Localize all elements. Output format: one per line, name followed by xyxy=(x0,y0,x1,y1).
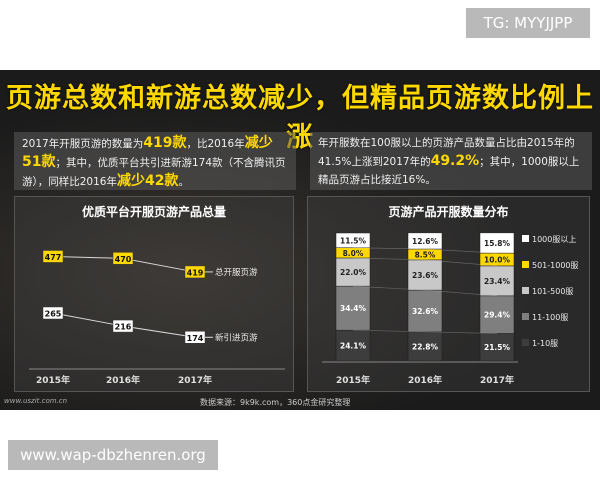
bar-segment-2-1 xyxy=(407,259,443,291)
legend-swatch-3 xyxy=(522,313,529,320)
info-left-text-2: ，比2016年 xyxy=(186,138,245,150)
x-tick-label: 2016年 xyxy=(106,374,140,386)
bar-segment-4-1 xyxy=(407,232,443,250)
data-point-0-1 xyxy=(112,252,134,265)
bar-value-1-1: 32.6% xyxy=(412,307,439,316)
legend-label-0: 1000服以上 xyxy=(532,235,576,244)
bar-segment-1-1 xyxy=(407,289,443,333)
info-right-value-1: 49.2% xyxy=(430,153,480,169)
bar-value-0-1: 22.8% xyxy=(412,342,439,351)
segment-connector-3 xyxy=(352,247,498,254)
info-box-right: 年开服数在100服以上的页游产品数量占比由2015年的41.5%上涨到2017年… xyxy=(310,132,592,190)
x-tick-label: 2016年 xyxy=(408,374,442,386)
infographic-panel: 页游总数和新游总数减少，但精品页游数比例上涨 2017年开服页游的数量为419款… xyxy=(0,70,600,410)
info-left-value-2: 减少 xyxy=(244,135,273,151)
bar-chart-title: 页游产品开服数量分布 xyxy=(388,205,509,219)
bar-value-1-2: 29.4% xyxy=(484,311,511,320)
bar-value-0-2: 21.5% xyxy=(484,343,511,352)
stacked-bar-chart: 24.1% 34.4% 22.0% 8.0% 11.5% 2015年 22.8% 32.6% 2… xyxy=(322,232,579,386)
bar-value-3-0: 8.0% xyxy=(343,249,364,258)
info-left-value-1: 419款 xyxy=(143,135,187,151)
x-tick-label: 2017年 xyxy=(480,374,514,386)
info-left-text-1: 2017年开服页游的数量为 xyxy=(22,138,144,150)
bar-segment-0-1 xyxy=(407,331,443,362)
bar-segment-4-0 xyxy=(335,232,371,248)
bar-value-1-0: 34.4% xyxy=(340,304,367,313)
bar-value-2-2: 23.4% xyxy=(484,277,511,286)
data-source: 数据来源：9k9k.com，360点金研究整理 xyxy=(200,398,351,407)
bar-segment-4-2 xyxy=(479,232,515,254)
line-chart-box: 优质平台开服页游产品总量 477 470 419 总开服页游 265 216 174 新引进页… xyxy=(14,196,294,392)
data-point-1-0 xyxy=(42,306,64,320)
info-right-text-2: ；其中，1000服以上精品页游占比接近16%。 xyxy=(318,156,580,186)
data-label-1-2: 174 xyxy=(187,334,204,343)
bar-segment-2-0 xyxy=(335,257,371,287)
bar-segment-1-0 xyxy=(335,285,371,331)
data-point-1-1 xyxy=(112,319,134,333)
series-label-1: 新引进页游 xyxy=(215,332,258,343)
x-tick-label: 2015年 xyxy=(336,374,370,386)
bar-segment-0-0 xyxy=(335,329,371,362)
info-box-left: 2017年开服页游的数量为419款，比2016年减少 51款；其中，优质平台共引进… xyxy=(14,132,296,190)
data-label-0-0: 477 xyxy=(45,253,62,262)
data-label-1-1: 216 xyxy=(115,323,132,332)
x-tick-label: 2017年 xyxy=(178,374,212,386)
legend-label-1: 501-1000服 xyxy=(532,261,579,270)
tg-watermark: TG: MYYJJPP xyxy=(466,8,590,38)
data-point-0-0 xyxy=(42,250,64,263)
info-left-value-3: 51款 xyxy=(22,154,56,170)
bar-value-4-1: 12.6% xyxy=(412,237,439,246)
legend-label-3: 11-100服 xyxy=(532,313,568,322)
data-label-1-0: 265 xyxy=(45,310,62,319)
legend-swatch-1 xyxy=(522,261,529,268)
site-watermark: www.wap-dbzhenren.org xyxy=(8,440,218,470)
bar-value-2-1: 23.6% xyxy=(412,271,439,280)
info-left-text-3: ；其中，优质平台共引进新游174款（不含腾讯页游），同样比2016年 xyxy=(22,157,286,188)
bar-value-0-0: 24.1% xyxy=(340,342,367,351)
bar-value-3-1: 8.5% xyxy=(415,250,436,259)
line-chart-title: 优质平台开服页游产品总量 xyxy=(81,205,226,219)
line-chart: 477 470 419 总开服页游 265 216 174 新引进页游 2015年 2016年 20… xyxy=(29,250,285,386)
legend-swatch-0 xyxy=(522,235,529,242)
bar-segment-2-2 xyxy=(479,265,515,297)
site-url: www.uszit.com.cn xyxy=(4,397,68,405)
info-left-text-4: 。 xyxy=(178,176,189,188)
data-label-0-2: 419 xyxy=(187,268,204,277)
main-title: 页游总数和新游总数减少，但精品页游数比例上涨 xyxy=(6,83,594,153)
segment-connector-2 xyxy=(352,257,498,267)
legend-label-4: 1-10服 xyxy=(532,339,558,348)
segment-connector-0 xyxy=(352,329,498,334)
legend-swatch-4 xyxy=(522,339,529,346)
bar-value-2-0: 22.0% xyxy=(340,268,367,277)
bar-segment-1-2 xyxy=(479,295,515,334)
legend-label-2: 101-500服 xyxy=(532,287,573,296)
info-left-value-4: 减少42款 xyxy=(116,173,179,189)
stacked-bar-chart-box: 页游产品开服数量分布 24.1% 34.4% 22.0% 8.0% 11.5% 2015年… xyxy=(307,196,590,392)
series-label-0: 总开服页游 xyxy=(215,267,258,278)
legend-swatch-2 xyxy=(522,287,529,294)
bar-segment-0-2 xyxy=(479,333,515,362)
x-tick-label: 2015年 xyxy=(36,374,70,386)
data-label-0-1: 470 xyxy=(115,255,132,264)
bar-value-4-2: 15.8% xyxy=(484,239,511,248)
segment-connector-1 xyxy=(352,285,498,297)
bar-value-4-0: 11.5% xyxy=(340,236,367,245)
bar-value-3-2: 10.0% xyxy=(484,255,511,264)
info-right-text-1: 年开服数在100服以上的页游产品数量占比由2015年的41.5%上涨到2017年… xyxy=(318,137,575,168)
